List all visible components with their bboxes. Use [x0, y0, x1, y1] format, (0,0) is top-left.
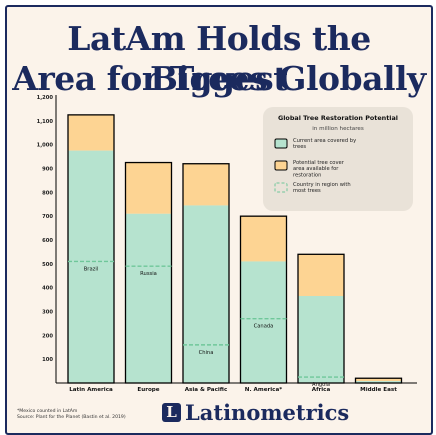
country-marker-label: Brazil — [84, 266, 98, 272]
bar-outline — [182, 163, 230, 384]
title-line-2: Area for Trees Globally — [12, 59, 426, 98]
legend-box — [263, 107, 413, 211]
footnote-mexico: *Mexico counted in LatAm — [17, 409, 78, 414]
y-tick-label: 900 — [42, 167, 53, 173]
bar-current-segment — [240, 261, 287, 383]
bar-outline — [124, 161, 173, 384]
y-tick-label: 100 — [42, 357, 53, 363]
bar-outline — [354, 377, 403, 384]
bar-current-segment — [355, 381, 402, 383]
y-tick-label: 1,000 — [37, 143, 54, 149]
legend-swatch — [274, 138, 288, 149]
brand-logo: L Latinometrics — [162, 398, 349, 426]
y-tick-label: 500 — [42, 262, 53, 268]
y-tick-label: 1,200 — [37, 95, 54, 101]
title-line-1: LatAm Holds the Biggest — [67, 19, 371, 98]
bar-current-segment — [68, 150, 114, 383]
x-tick-label: Middle East — [360, 387, 397, 393]
bar-outline — [67, 114, 115, 384]
bar-outline — [239, 215, 288, 384]
x-tick-label: Europe — [137, 387, 159, 393]
y-tick-label: 700 — [42, 214, 53, 220]
source-citation: Source: Plant for the Planet (Bastin et … — [17, 415, 126, 420]
y-tick-label: 800 — [42, 190, 53, 196]
source-note: *Mexico counted in LatAm Source: Plant f… — [17, 409, 137, 421]
legend-subtitle: in million hectares — [312, 126, 364, 132]
infographic-frame: LatAm Holds the Biggest Area for Trees G… — [5, 5, 433, 435]
y-tick-label: 400 — [42, 286, 53, 292]
bar-potential-segment — [298, 254, 344, 297]
y-tick-label: 300 — [42, 310, 53, 316]
legend-item-label: Potential tree cover area available for re… — [293, 160, 345, 178]
bar-outline — [297, 253, 345, 384]
bar-current-segment — [183, 205, 229, 383]
brand-name: Latinometrics — [185, 399, 350, 425]
tree-area-chart: 100 200 300 400 500 600 700 800 900 1,000 1,100 1,2… — [37, 95, 417, 393]
bar-current-segment — [125, 213, 172, 383]
bar-potential-segment — [183, 163, 229, 206]
bar-potential-segment — [68, 114, 114, 151]
legend-swatch — [274, 160, 288, 171]
legend-item-label: Current area covered by trees — [293, 138, 356, 150]
y-tick-label: 1,100 — [37, 119, 54, 125]
bar-potential-segment — [240, 216, 287, 262]
legend-title: Global Tree Restoration Potential — [278, 114, 398, 122]
x-tick-label: Latin America — [69, 387, 113, 393]
bar-potential-segment — [355, 378, 402, 382]
country-marker-label: Canada — [254, 324, 274, 330]
latinometrics-icon: L — [162, 402, 181, 422]
country-marker-label: Russia — [140, 271, 157, 277]
bar-current-segment — [298, 296, 344, 383]
x-tick-label: Asia & Pacific — [185, 387, 228, 393]
y-tick-label: 600 — [42, 238, 53, 244]
country-marker-label: China — [199, 350, 214, 356]
country-marker-label: Angola — [312, 382, 330, 388]
legend-item-label: Country in region with most trees — [293, 182, 351, 194]
x-tick-label: N. America* — [245, 387, 282, 393]
bar-potential-segment — [125, 162, 172, 214]
x-tick-label: Africa — [312, 387, 331, 393]
y-tick-label: 200 — [42, 333, 53, 339]
